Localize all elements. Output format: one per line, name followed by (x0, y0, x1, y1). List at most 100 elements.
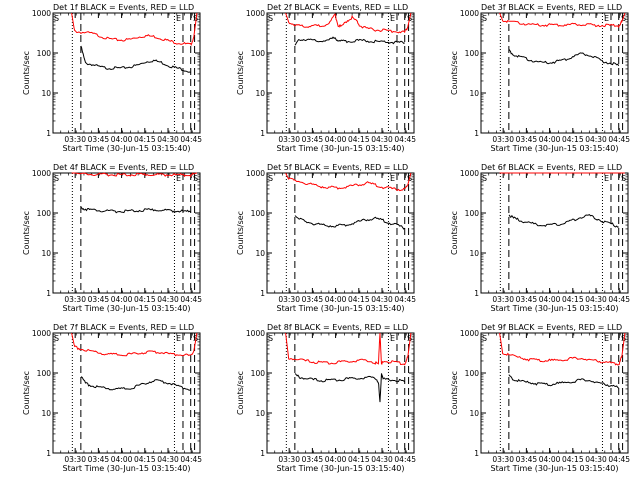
start-marker-label: S (482, 14, 487, 23)
x-tick-label: 04:15 (348, 295, 370, 304)
y-axis-label: Counts/sec (236, 211, 245, 255)
y-tick-label: 100 (251, 49, 266, 58)
panel-title: Det 5f BLACK = Events, RED = LLD (267, 163, 408, 172)
x-tick-label: 04:30 (371, 455, 393, 464)
events-series-line (80, 206, 192, 214)
x-axis-label: Start Time (30-Jun-15 03:15:40) (63, 464, 191, 473)
plot-frame (480, 172, 629, 294)
end-marker-label: E (604, 14, 609, 23)
x-tick-label: 04:15 (562, 135, 584, 144)
start-marker-label: S (268, 14, 273, 23)
x-tick-label: 04:45 (394, 455, 416, 464)
x-axis-label: Start Time (30-Jun-15 03:15:40) (63, 144, 191, 153)
y-tick-label: 10 (255, 409, 265, 418)
panel-title: Det 7f BLACK = Events, RED = LLD (53, 323, 194, 332)
end-marker-label: E (176, 174, 181, 183)
panel-title: Det 6f BLACK = Events, RED = LLD (481, 163, 622, 172)
x-tick-label: 04:30 (585, 135, 607, 144)
panel-det-5: Det 5f BLACK = Events, RED = LLD 1 10 100 10… (236, 163, 416, 313)
x-tick-label: 03:30 (64, 135, 86, 144)
x-tick-label: 04:00 (539, 295, 561, 304)
lld-series-line (285, 12, 412, 34)
y-tick-label: 100 (37, 49, 52, 58)
lld-series-line (499, 12, 626, 29)
y-axis-label: Counts/sec (22, 51, 31, 95)
x-tick-label: 04:15 (134, 455, 156, 464)
x-tick-label: 03:45 (516, 455, 538, 464)
y-tick-label: 10 (41, 249, 51, 258)
y-axis-label: Counts/sec (450, 211, 459, 255)
x-axis-label: Start Time (30-Jun-15 03:15:40) (63, 304, 191, 313)
y-tick-label: 1 (46, 449, 51, 458)
x-tick-label: 04:45 (608, 455, 630, 464)
x-tick-label: 03:30 (278, 295, 300, 304)
y-tick-label: 1000 (32, 329, 51, 338)
x-tick-label: 04:15 (562, 455, 584, 464)
y-axis-label: Counts/sec (236, 51, 245, 95)
lld-series-line (285, 332, 412, 366)
y-tick-label: 10 (469, 249, 479, 258)
y-tick-label: 1 (260, 129, 265, 138)
x-tick-label: 04:45 (608, 295, 630, 304)
y-tick-label: 1000 (460, 169, 479, 178)
panel-title: Det 2f BLACK = Events, RED = LLD (267, 3, 408, 12)
end-marker-label: E (390, 174, 395, 183)
x-tick-label: 04:30 (157, 135, 179, 144)
x-tick-label: 03:30 (64, 455, 86, 464)
plot-frame (52, 332, 201, 454)
y-tick-label: 1000 (246, 9, 265, 18)
y-tick-label: 10 (255, 249, 265, 258)
end-marker-label: E (176, 334, 181, 343)
panel-det-9: Det 9f BLACK = Events, RED = LLD 1 10 100 10… (450, 323, 630, 473)
y-tick-label: 1 (474, 449, 479, 458)
y-axis-label: Counts/sec (450, 51, 459, 95)
y-tick-label: 10 (41, 89, 51, 98)
y-tick-label: 100 (465, 49, 480, 58)
y-tick-label: 1000 (32, 169, 51, 178)
x-tick-label: 03:45 (516, 135, 538, 144)
x-tick-label: 04:15 (348, 135, 370, 144)
events-series-line (294, 36, 405, 46)
x-axis-label: Start Time (30-Jun-15 03:15:40) (491, 464, 619, 473)
x-tick-label: 03:30 (492, 135, 514, 144)
y-tick-label: 1 (260, 289, 265, 298)
x-tick-label: 04:45 (180, 455, 202, 464)
y-tick-label: 1000 (460, 9, 479, 18)
plot-frame (52, 172, 201, 294)
x-tick-label: 03:45 (516, 295, 538, 304)
events-series-line (508, 48, 620, 67)
end-marker-label: E (604, 334, 609, 343)
panel-det-1: Det 1f BLACK = Events, RED = LLD 1 10 100 10… (22, 3, 202, 153)
lld-series-line (71, 172, 197, 178)
x-tick-label: 04:00 (539, 455, 561, 464)
lld-series-line (71, 332, 198, 357)
x-tick-label: 04:15 (348, 455, 370, 464)
saa-marker-label: S (407, 334, 412, 343)
y-tick-label: 100 (251, 209, 266, 218)
y-tick-label: 1 (46, 129, 51, 138)
events-series-line (508, 374, 619, 389)
x-tick-label: 03:45 (88, 455, 110, 464)
y-tick-label: 1000 (246, 329, 265, 338)
plot-frame (480, 332, 629, 454)
x-tick-label: 03:30 (278, 455, 300, 464)
x-tick-label: 03:45 (302, 135, 324, 144)
x-tick-label: 04:00 (325, 295, 347, 304)
x-tick-label: 03:30 (492, 455, 514, 464)
x-axis-label: Start Time (30-Jun-15 03:15:40) (277, 304, 405, 313)
y-tick-label: 10 (255, 89, 265, 98)
y-axis-label: Counts/sec (22, 371, 31, 415)
y-tick-label: 10 (41, 409, 51, 418)
panel-det-7: Det 7f BLACK = Events, RED = LLD 1 10 100 10… (22, 323, 202, 473)
y-tick-label: 1 (474, 129, 479, 138)
y-tick-label: 1 (260, 449, 265, 458)
x-tick-label: 03:45 (88, 295, 110, 304)
x-tick-label: 04:30 (157, 455, 179, 464)
plot-frame (266, 12, 415, 134)
start-marker-label: S (54, 14, 59, 23)
panel-det-4: Det 4f BLACK = Events, RED = LLD 1 10 100 10… (22, 163, 202, 313)
panel-det-3: Det 3f BLACK = Events, RED = LLD 1 10 100 10… (450, 3, 630, 153)
x-axis-label: Start Time (30-Jun-15 03:15:40) (277, 464, 405, 473)
panel-det-2: Det 2f BLACK = Events, RED = LLD 1 10 100 10… (236, 3, 416, 153)
